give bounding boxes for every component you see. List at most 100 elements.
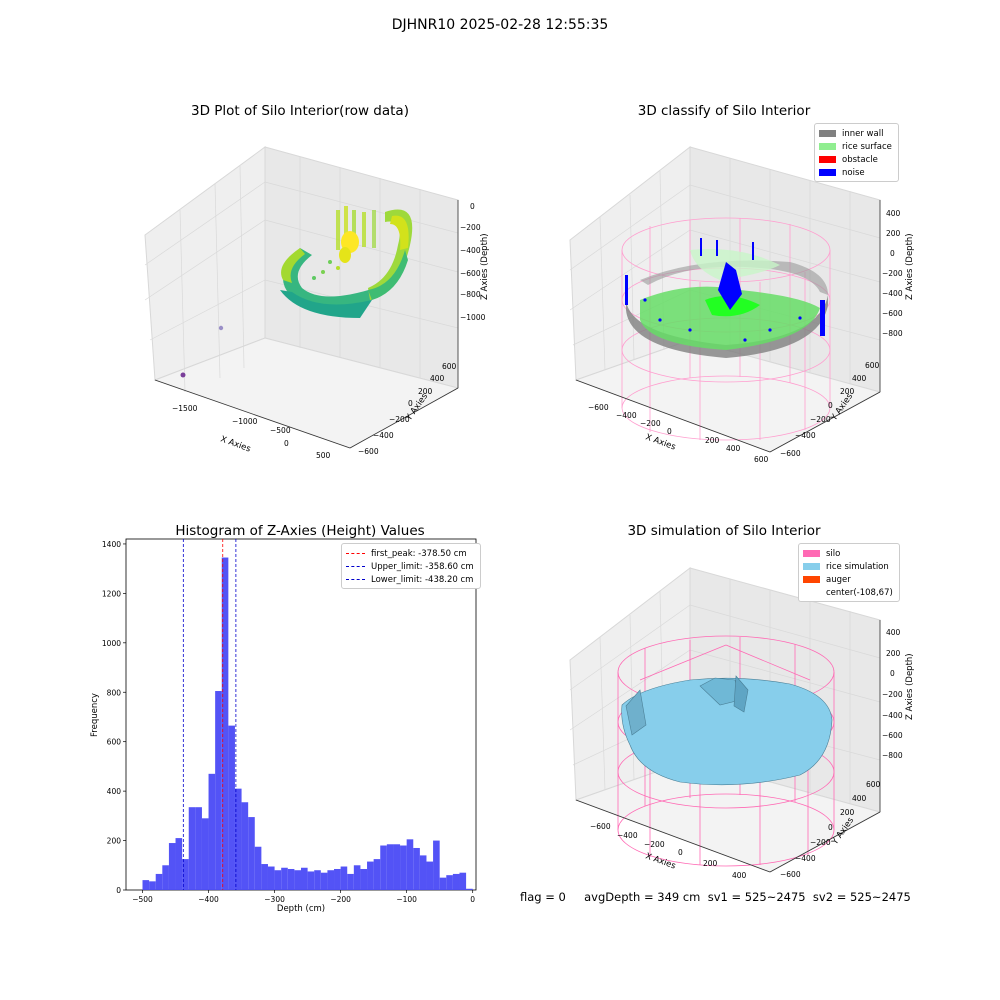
svg-text:−400: −400 <box>460 246 481 255</box>
histogram-bar <box>314 870 321 890</box>
classify-y-ticks: 600 400 200 0 −200 −400 −600 <box>780 361 880 458</box>
x-tick-label: −300 <box>264 895 285 904</box>
svg-text:−1500: −1500 <box>172 404 198 413</box>
legend-item-silo: silo <box>803 547 893 560</box>
histogram-bar <box>195 807 202 890</box>
y-tick-label: 1400 <box>102 540 121 549</box>
simulation-axes-lines <box>575 620 881 873</box>
svg-text:−600: −600 <box>780 449 801 458</box>
legend-item-obstacle: obstacle <box>819 153 892 166</box>
svg-text:200: 200 <box>418 387 433 396</box>
histogram-bar <box>393 844 401 890</box>
histogram-bar <box>215 691 222 890</box>
histogram-bar <box>254 846 262 890</box>
classify-z-label: Z Axies (Depth) <box>905 233 915 300</box>
simulation-rice-surface <box>621 675 833 786</box>
histogram-bar <box>413 847 420 890</box>
histogram-x-ticks: −500 −400 −300 −200 −100 0 <box>132 890 475 904</box>
svg-text:−800: −800 <box>460 290 481 299</box>
histogram-bar <box>168 843 176 890</box>
histogram-bar <box>433 840 440 890</box>
histogram-bar <box>373 859 381 890</box>
svg-text:200: 200 <box>840 387 855 396</box>
svg-text:−600: −600 <box>882 309 903 318</box>
histogram-bar <box>307 871 315 890</box>
histogram-bar <box>261 864 268 890</box>
svg-text:−400: −400 <box>373 431 394 440</box>
svg-text:−200: −200 <box>810 838 831 847</box>
svg-text:−800: −800 <box>882 329 903 338</box>
svg-text:−500: −500 <box>270 426 291 435</box>
legend-item-first-peak: first_peak: -378.50 cm <box>346 547 474 560</box>
svg-text:600: 600 <box>754 455 769 464</box>
histogram-bars <box>142 557 473 890</box>
svg-text:0: 0 <box>408 399 413 408</box>
svg-text:0: 0 <box>284 439 289 448</box>
histogram-bar <box>406 839 414 890</box>
histogram-bar <box>367 861 374 890</box>
legend-item-noise: noise <box>819 166 892 179</box>
y-tick-label: 400 <box>107 787 122 796</box>
svg-text:−800: −800 <box>882 751 903 760</box>
legend-item-rice-simulation: rice simulation <box>803 560 893 573</box>
y-tick-label: 1000 <box>102 639 121 648</box>
svg-text:−200: −200 <box>460 223 481 232</box>
raw-point-cloud-arc-right <box>368 209 413 300</box>
histogram-bar <box>294 870 301 890</box>
histogram-bar <box>452 873 460 890</box>
svg-text:0: 0 <box>678 848 683 857</box>
svg-text:600: 600 <box>866 780 881 789</box>
histogram-bar <box>446 875 453 890</box>
histogram-bar <box>175 838 183 890</box>
histogram-bar <box>459 872 467 890</box>
histogram-bar <box>301 867 308 890</box>
simulation-x-ticks: −600 −400 −200 0 200 400 <box>590 822 747 880</box>
raw-outlier-point <box>180 372 186 378</box>
svg-text:−600: −600 <box>588 403 609 412</box>
svg-text:−400: −400 <box>795 854 816 863</box>
raw-y-ticks: 600 400 200 0 −200 −400 −600 <box>358 362 457 456</box>
legend-item-inner-wall: inner wall <box>819 127 892 140</box>
svg-text:0: 0 <box>828 401 833 410</box>
histogram-bar <box>334 868 341 890</box>
simulation-z-ticks: 400 200 0 −200 −400 −600 −800 <box>882 628 903 760</box>
classify-plot-title: 3D classify of Silo Interior <box>637 103 811 119</box>
histogram-bar <box>360 868 368 890</box>
histogram-bar <box>241 802 249 890</box>
histogram-bar <box>380 845 387 890</box>
raw-z-ticks: 0 −200 −400 −600 −800 −1000 <box>460 202 486 322</box>
svg-text:600: 600 <box>865 361 880 370</box>
histogram-bar <box>400 845 407 890</box>
svg-text:−600: −600 <box>882 731 903 740</box>
svg-text:−600: −600 <box>780 870 801 879</box>
x-tick-label: −200 <box>330 895 351 904</box>
svg-text:0: 0 <box>470 202 475 211</box>
histogram-bar <box>201 818 209 890</box>
svg-text:−400: −400 <box>795 431 816 440</box>
histogram-bar <box>287 868 295 890</box>
svg-text:200: 200 <box>886 649 901 658</box>
simulation-legend: silo rice simulation auger center(-108,6… <box>798 543 900 602</box>
histogram-bar <box>208 773 216 890</box>
classify-x-ticks: −600 −400 −200 0 200 400 600 <box>588 403 769 464</box>
histogram-bar <box>386 844 394 890</box>
svg-text:−1000: −1000 <box>460 313 486 322</box>
y-tick-label: 800 <box>107 688 122 697</box>
svg-text:600: 600 <box>442 362 457 371</box>
y-tick-label: 600 <box>107 738 122 747</box>
histogram-reference-lines <box>182 539 237 890</box>
classify-noise-points <box>625 238 825 342</box>
raw-plot-title: 3D Plot of Silo Interior(row data) <box>191 103 409 119</box>
svg-text:−400: −400 <box>882 289 903 298</box>
svg-text:−400: −400 <box>616 411 637 420</box>
svg-text:400: 400 <box>852 794 867 803</box>
histogram-bar <box>281 867 288 890</box>
histogram-y-ticks: 0 200 400 600 800 1000 1200 1400 <box>102 540 126 895</box>
svg-text:400: 400 <box>852 374 867 383</box>
histogram-bar <box>347 873 354 890</box>
svg-text:400: 400 <box>430 374 445 383</box>
legend-item-upper-limit: Upper_limit: -358.60 cm <box>346 560 474 573</box>
x-tick-label: 0 <box>470 895 475 904</box>
